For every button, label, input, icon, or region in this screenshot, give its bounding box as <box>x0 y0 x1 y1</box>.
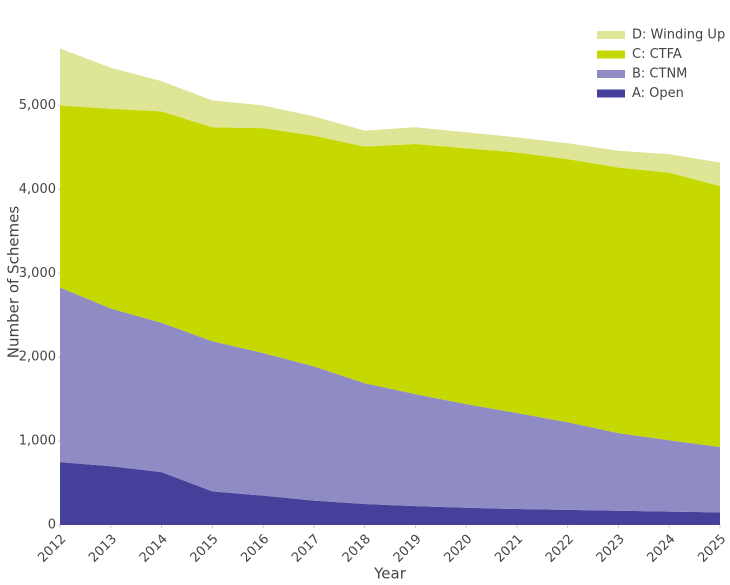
x-tick-label: 2019 <box>391 532 425 566</box>
legend-swatch <box>597 89 625 98</box>
y-tick-label: 4,000 <box>19 182 56 197</box>
legend-label: C: CTFA <box>632 47 682 62</box>
x-tick-label: 2023 <box>594 532 628 566</box>
legend-swatch <box>597 50 625 59</box>
x-tick-label: 2016 <box>238 532 272 566</box>
x-tick-label: 2018 <box>340 532 374 566</box>
legend-label: D: Winding Up <box>632 28 725 43</box>
x-tick-label: 2024 <box>645 532 679 566</box>
legend-swatch <box>597 70 625 78</box>
x-tick-label: 2021 <box>492 532 526 566</box>
y-tick-label: 0 <box>48 518 56 533</box>
x-tick-label: 2014 <box>137 532 171 566</box>
y-tick-label: 2,000 <box>19 350 56 365</box>
y-tick-label: 5,000 <box>19 98 56 113</box>
x-tick-label: 2015 <box>188 532 222 566</box>
x-tick-label: 2022 <box>543 532 577 566</box>
legend-swatch <box>597 31 625 39</box>
legend-label: A: Open <box>632 86 684 101</box>
y-tick-label: 1,000 <box>19 434 56 449</box>
area <box>60 462 720 525</box>
x-tick-label: 2017 <box>289 532 323 566</box>
x-tick-label: 2020 <box>441 532 475 566</box>
x-axis-title: Year <box>373 565 407 583</box>
area <box>60 48 720 187</box>
x-tick-label: 2013 <box>86 532 120 566</box>
area <box>60 105 720 447</box>
y-axis-title: Number of Schemes <box>5 206 23 359</box>
x-tick-label: 2025 <box>695 532 729 566</box>
area <box>60 287 720 513</box>
y-tick-label: 3,000 <box>19 266 56 281</box>
x-tick-label: 2012 <box>35 532 69 566</box>
legend-label: B: CTNM <box>632 67 687 82</box>
